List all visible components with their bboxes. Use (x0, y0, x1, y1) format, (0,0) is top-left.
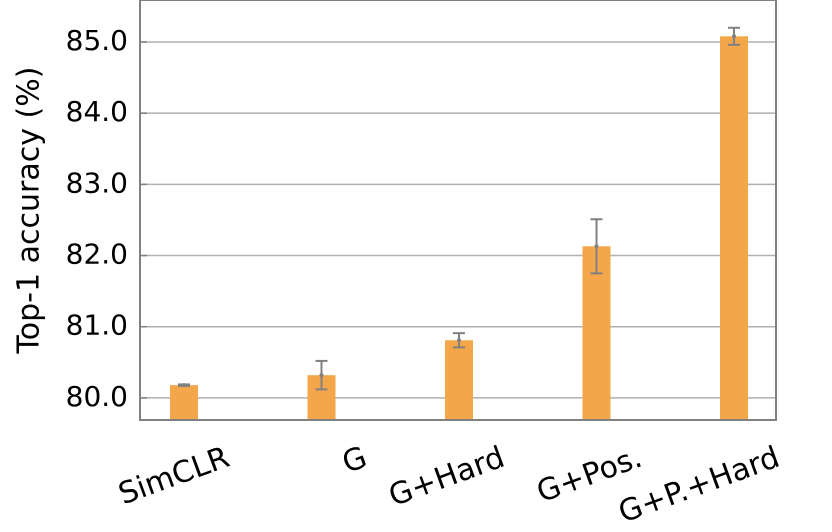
error-center (457, 338, 461, 343)
x-tick-label: G (338, 440, 372, 481)
bar (445, 340, 473, 420)
x-tick-label: G+Hard (384, 440, 509, 514)
error-center (732, 34, 736, 39)
bar (720, 36, 748, 420)
y-tick-label: 81.0 (66, 309, 128, 342)
y-tick-label: 82.0 (66, 238, 128, 271)
y-tick-label: 80.0 (66, 380, 128, 413)
error-center (182, 383, 186, 388)
bar (170, 385, 198, 420)
y-tick-label: 85.0 (66, 24, 128, 57)
y-tick-label: 83.0 (66, 166, 128, 199)
y-axis-label: Top-1 accuracy (%) (12, 67, 47, 355)
error-center (319, 373, 324, 378)
error-center (594, 244, 599, 249)
x-tick-label: SimCLR (114, 440, 234, 512)
bar (582, 246, 611, 420)
y-tick-label: 84.0 (66, 95, 128, 128)
plot-frame (139, 0, 777, 421)
